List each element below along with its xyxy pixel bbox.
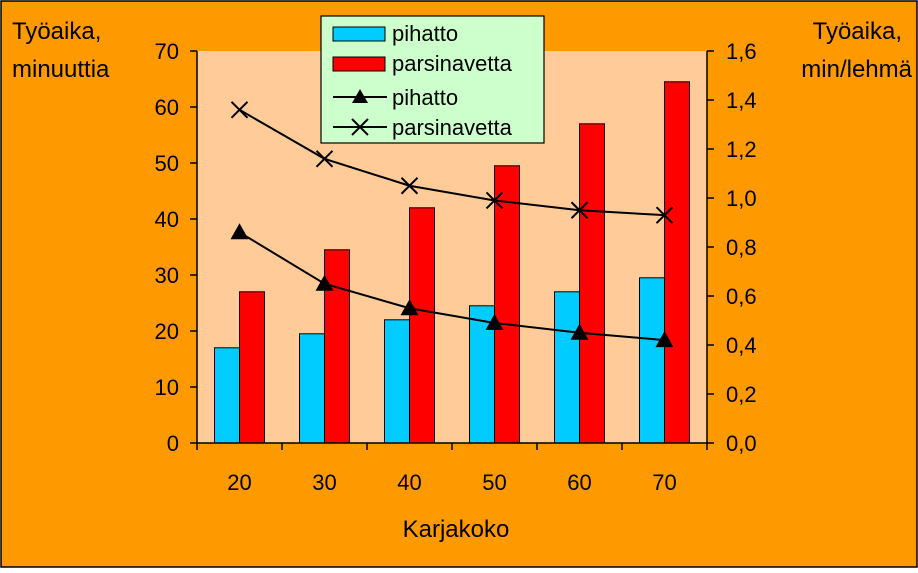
bar-parsinavetta-60 bbox=[579, 123, 605, 444]
right-tick-label: 1,6 bbox=[726, 39, 757, 64]
bars-group bbox=[214, 81, 690, 444]
right-tick-label: 1,0 bbox=[726, 186, 757, 211]
left-tick-label: 0 bbox=[167, 431, 179, 456]
axes-group: 0 10 20 30 40 50 60 70 0,0 0,2 0,4 0,6 0,8 1,0 1,2 1,4 1… bbox=[155, 39, 757, 495]
left-tick-label: 20 bbox=[155, 319, 179, 344]
right-tick-label: 1,2 bbox=[726, 137, 757, 162]
left-tick-label: 70 bbox=[155, 39, 179, 64]
lines-group bbox=[230, 101, 674, 348]
legend-label-pihatto-line: pihatto bbox=[392, 85, 458, 110]
bar-pihatto-30 bbox=[299, 333, 325, 444]
point-pihatto-70 bbox=[655, 331, 674, 348]
right-axis-label-line1: Työaika, bbox=[813, 18, 902, 45]
line-pihatto bbox=[238, 231, 665, 342]
point-parsinavetta-30 bbox=[315, 150, 334, 168]
bar-pihatto-40 bbox=[384, 319, 410, 444]
legend-label-parsinavetta-bar: parsinavetta bbox=[392, 51, 513, 76]
left-tick-label: 10 bbox=[155, 375, 179, 400]
legend-swatch-pihatto-bar bbox=[332, 26, 386, 42]
line-parsinavetta bbox=[239, 108, 665, 217]
x-tick-label: 20 bbox=[227, 470, 251, 495]
legend: pihatto parsinavetta pihatto parsinavett… bbox=[320, 15, 545, 144]
left-tick-label: 40 bbox=[155, 207, 179, 232]
x-tick-label: 30 bbox=[312, 470, 336, 495]
x-axis-label: Karjakoko bbox=[403, 516, 510, 543]
right-tick-label: 0,6 bbox=[726, 284, 757, 309]
legend-swatch-parsinavetta-bar bbox=[332, 56, 386, 72]
x-tick-label: 50 bbox=[482, 470, 506, 495]
point-pihatto-50 bbox=[485, 313, 504, 330]
point-pihatto-40 bbox=[400, 299, 419, 316]
left-tick-label: 30 bbox=[155, 263, 179, 288]
right-tick-label: 0,2 bbox=[726, 382, 757, 407]
x-tick-label: 40 bbox=[397, 470, 421, 495]
right-tick-label: 0,0 bbox=[726, 431, 757, 456]
x-tick-label: 70 bbox=[652, 470, 676, 495]
point-parsinavetta-20 bbox=[230, 101, 249, 119]
bar-pihatto-60 bbox=[554, 291, 580, 444]
left-axis-label-line1: Työaika, bbox=[12, 18, 101, 45]
point-parsinavetta-60 bbox=[570, 201, 589, 219]
point-pihatto-30 bbox=[315, 274, 334, 291]
right-axis-label-line2: min/lehmä bbox=[801, 56, 912, 83]
point-parsinavetta-70 bbox=[655, 206, 674, 224]
bar-parsinavetta-50 bbox=[494, 165, 520, 444]
legend-marker-x bbox=[351, 118, 369, 136]
bar-parsinavetta-70 bbox=[664, 81, 690, 444]
right-tick-label: 0,8 bbox=[726, 235, 757, 260]
point-parsinavetta-40 bbox=[400, 177, 419, 195]
bar-parsinavetta-40 bbox=[409, 207, 435, 444]
point-pihatto-60 bbox=[570, 323, 589, 340]
left-tick-label: 60 bbox=[155, 95, 179, 120]
point-parsinavetta-50 bbox=[485, 191, 504, 210]
left-tick-label: 50 bbox=[155, 151, 179, 176]
x-tick-label: 60 bbox=[567, 470, 591, 495]
legend-label-parsinavetta-line: parsinavetta bbox=[392, 115, 513, 140]
bar-parsinavetta-30 bbox=[324, 249, 350, 444]
right-tick-label: 1,4 bbox=[726, 88, 757, 113]
point-pihatto-20 bbox=[230, 223, 249, 240]
legend-label-pihatto-bar: pihatto bbox=[392, 21, 458, 46]
bar-parsinavetta-20 bbox=[239, 291, 265, 444]
bar-pihatto-70 bbox=[639, 277, 665, 444]
bar-pihatto-20 bbox=[214, 347, 240, 444]
legend-marker-triangle bbox=[352, 89, 368, 103]
right-tick-label: 0,4 bbox=[726, 333, 757, 358]
left-axis-label-line2: minuuttia bbox=[12, 56, 110, 83]
